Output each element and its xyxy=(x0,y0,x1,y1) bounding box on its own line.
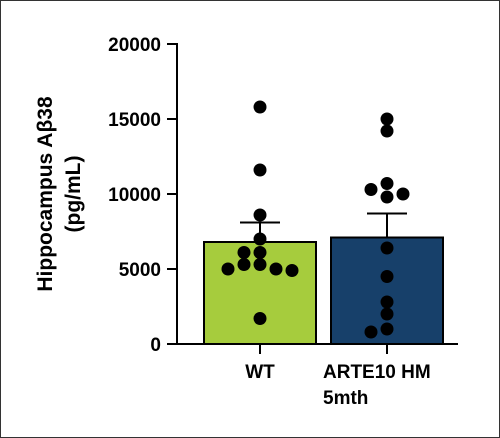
x-axis: WT ARTE10 HM 5mth xyxy=(176,343,458,409)
x-tick-label-line: WT xyxy=(245,362,275,383)
data-points xyxy=(221,100,410,339)
data-point xyxy=(253,100,267,114)
data-point xyxy=(253,258,267,271)
data-point xyxy=(380,322,394,336)
x-tick-label: ARTE10 HM 5mth xyxy=(323,362,431,409)
y-axis-title: Hippocampus Aβ38 (pg/mL) xyxy=(34,96,85,292)
data-point xyxy=(380,177,394,190)
data-point xyxy=(380,307,394,321)
y-axis-title-line: Hippocampus Aβ38 xyxy=(34,96,57,292)
y-tick-label: 10000 xyxy=(108,185,161,206)
data-point xyxy=(396,187,410,201)
data-point xyxy=(380,190,394,204)
y-tick-label: 0 xyxy=(150,335,161,356)
x-tick-label: WT xyxy=(245,362,275,383)
data-point xyxy=(237,258,251,271)
data-point xyxy=(380,295,394,309)
data-point xyxy=(380,270,394,283)
y-tick-label: 20000 xyxy=(108,35,161,56)
y-axis-title-text: Hippocampus Aβ38 (pg/mL) xyxy=(34,96,85,292)
data-point xyxy=(253,163,267,177)
data-point xyxy=(237,246,251,259)
data-point xyxy=(380,241,394,255)
data-point xyxy=(285,264,299,277)
y-axis-title-line: (pg/mL) xyxy=(62,156,85,233)
y-axis: 0 5000 10000 15000 20000 xyxy=(108,35,178,356)
data-point xyxy=(269,262,283,276)
data-point xyxy=(221,262,235,276)
x-tick-label-line: 5mth xyxy=(323,388,368,409)
data-point xyxy=(380,124,394,138)
data-point xyxy=(253,246,267,259)
data-point xyxy=(364,183,378,196)
data-point xyxy=(253,208,267,222)
data-point xyxy=(253,312,267,325)
data-point xyxy=(380,112,394,126)
y-tick-label: 15000 xyxy=(108,110,161,131)
error-bars xyxy=(240,212,407,242)
y-tick-label: 5000 xyxy=(119,260,161,281)
x-tick-label-line: ARTE10 HM xyxy=(323,362,431,383)
data-point xyxy=(364,325,378,339)
data-point xyxy=(253,232,267,246)
